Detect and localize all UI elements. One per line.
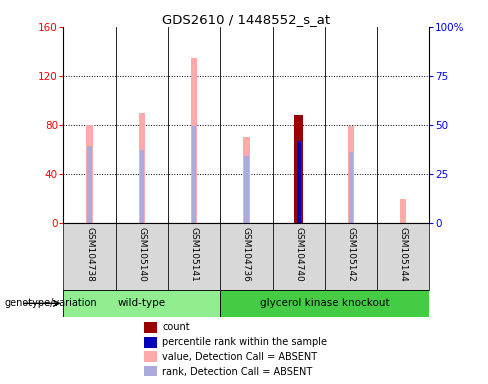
Bar: [192, 126, 196, 223]
Bar: [144, 322, 157, 333]
Text: glycerol kinase knockout: glycerol kinase knockout: [260, 298, 390, 308]
Bar: [348, 126, 354, 223]
Bar: [273, 223, 325, 290]
Bar: [400, 199, 407, 223]
Bar: [139, 113, 145, 223]
Text: GSM104736: GSM104736: [242, 227, 251, 281]
Bar: [220, 290, 429, 317]
Text: value, Detection Call = ABSENT: value, Detection Call = ABSENT: [163, 352, 317, 362]
Bar: [294, 115, 304, 223]
Text: GSM105140: GSM105140: [137, 227, 146, 281]
Bar: [144, 351, 157, 362]
Text: percentile rank within the sample: percentile rank within the sample: [163, 337, 327, 347]
Text: GSM104740: GSM104740: [294, 227, 303, 281]
Bar: [244, 137, 249, 223]
Text: rank, Detection Call = ABSENT: rank, Detection Call = ABSENT: [163, 367, 312, 377]
Text: GSM104738: GSM104738: [85, 227, 94, 281]
Bar: [349, 152, 353, 223]
Bar: [244, 156, 248, 223]
Bar: [116, 223, 168, 290]
Bar: [63, 290, 220, 317]
Text: genotype/variation: genotype/variation: [5, 298, 98, 308]
Text: GSM105142: GSM105142: [346, 227, 356, 281]
Text: wild-type: wild-type: [118, 298, 166, 308]
Bar: [63, 223, 116, 290]
Bar: [144, 366, 157, 377]
Text: count: count: [163, 323, 190, 333]
Bar: [325, 223, 377, 290]
Bar: [168, 223, 220, 290]
Bar: [87, 146, 92, 223]
Bar: [144, 337, 157, 348]
Text: GSM105141: GSM105141: [190, 227, 199, 281]
Text: GSM105144: GSM105144: [399, 227, 408, 281]
Bar: [191, 58, 197, 223]
Bar: [86, 125, 93, 223]
Bar: [377, 223, 429, 290]
Title: GDS2610 / 1448552_s_at: GDS2610 / 1448552_s_at: [163, 13, 330, 26]
Bar: [220, 223, 273, 290]
Bar: [297, 141, 301, 223]
Bar: [140, 150, 144, 223]
